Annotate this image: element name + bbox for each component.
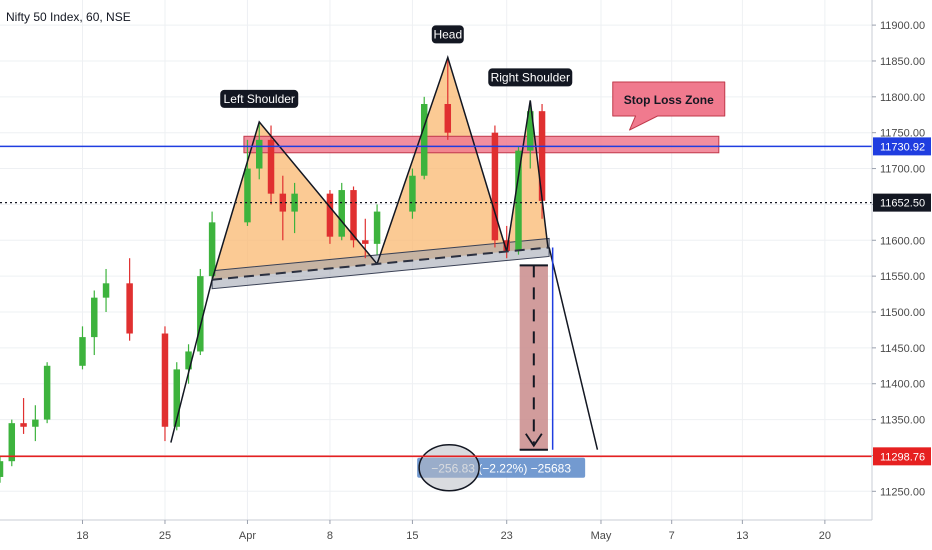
x-tick-label: 8: [327, 530, 333, 542]
y-tick-label: 11550.00: [880, 271, 925, 283]
x-tick-label: 7: [669, 530, 675, 542]
y-tick-label: 11350.00: [880, 415, 925, 427]
x-tick-label: May: [591, 530, 612, 542]
candle: [291, 193, 298, 212]
pattern-label: Right Shoulder: [491, 70, 570, 84]
candle: [173, 369, 180, 427]
candle: [267, 139, 275, 194]
candle: [515, 150, 522, 252]
candle: [409, 175, 416, 212]
candle: [0, 461, 4, 477]
pattern-label-bg: [220, 89, 299, 108]
pattern-lines: Stop Loss Zone Left Shoulder Head Right Sho…: [0, 25, 872, 492]
y-tick-label: 11700.00: [880, 164, 925, 176]
candle: [185, 351, 192, 370]
y-tick-label: 11800.00: [880, 92, 925, 104]
highlight-circle: [418, 443, 480, 492]
candle: [43, 365, 51, 420]
candle: [350, 190, 357, 241]
stop-loss-label: Stop Loss Zone: [624, 93, 714, 107]
price-tag: [873, 193, 931, 212]
candle: [197, 276, 204, 352]
x-tick-label: 13: [736, 530, 748, 542]
x-tick-label: 15: [406, 530, 418, 542]
candle: [256, 139, 263, 169]
candle: [338, 190, 345, 237]
chart-title: Nifty 50 Index, 60, NSE: [6, 10, 131, 24]
candle: [91, 297, 98, 338]
pattern-label: Left Shoulder: [224, 92, 295, 106]
candle: [279, 193, 287, 212]
y-tick-label: 11750.00: [880, 128, 925, 140]
candle: [527, 111, 534, 151]
price-tag-label: 11652.50: [880, 198, 925, 210]
y-tick-label: 11500.00: [880, 307, 925, 319]
candle: [161, 333, 169, 427]
candle: [491, 132, 499, 241]
candle: [208, 222, 216, 277]
candle: [102, 283, 110, 298]
candle: [244, 168, 251, 223]
x-tick-label: 18: [76, 530, 88, 542]
pattern-outline: [211, 120, 378, 280]
stop-loss-callout: [612, 81, 726, 131]
neckline: [212, 246, 550, 281]
trend-line: [170, 279, 213, 443]
pattern-label: Head: [433, 27, 462, 41]
candle: [20, 423, 27, 427]
price-tag: [873, 137, 931, 156]
candle: [373, 211, 381, 244]
stop-loss-zone: [243, 135, 720, 154]
candle: [362, 240, 369, 244]
candle: [538, 111, 546, 201]
candle: [444, 104, 452, 133]
candle: [79, 337, 86, 366]
measure-arrowhead: [525, 433, 543, 448]
x-tick-label: 23: [501, 530, 513, 542]
price-tag-label: 11298.76: [880, 451, 925, 463]
candle: [420, 104, 428, 176]
x-tick-label: 20: [819, 530, 831, 542]
y-tick-label: 11600.00: [880, 235, 925, 247]
y-axis: 11900.00 11850.00 11800.00 11750.00 11700.00…: [871, 0, 931, 520]
candles: [0, 57, 546, 483]
candle: [126, 283, 133, 334]
projection-line: [548, 247, 599, 450]
candle: [503, 240, 510, 252]
candle: [326, 193, 334, 237]
x-tick-label: 25: [159, 530, 171, 542]
y-tick-label: 11450.00: [880, 343, 925, 355]
pattern-label-bg: [488, 68, 573, 87]
pattern-triangle: [377, 57, 507, 264]
x-axis: 18 25 Apr 8 15 23 May 7 13 20: [0, 519, 872, 542]
price-tag-label: 11730.92: [880, 141, 925, 153]
y-tick-label: 11850.00: [880, 56, 925, 68]
price-tag: [873, 447, 931, 466]
candle: [32, 419, 39, 427]
y-tick-label: 11400.00: [880, 379, 925, 391]
pattern-label-bg: [431, 25, 464, 44]
pattern-outline: [376, 54, 508, 265]
candle: [8, 423, 16, 462]
pattern-outline: [505, 100, 549, 252]
x-tick-label: Apr: [239, 530, 256, 542]
y-tick-label: 11900.00: [880, 20, 925, 32]
y-tick-label: 11250.00: [880, 486, 925, 498]
